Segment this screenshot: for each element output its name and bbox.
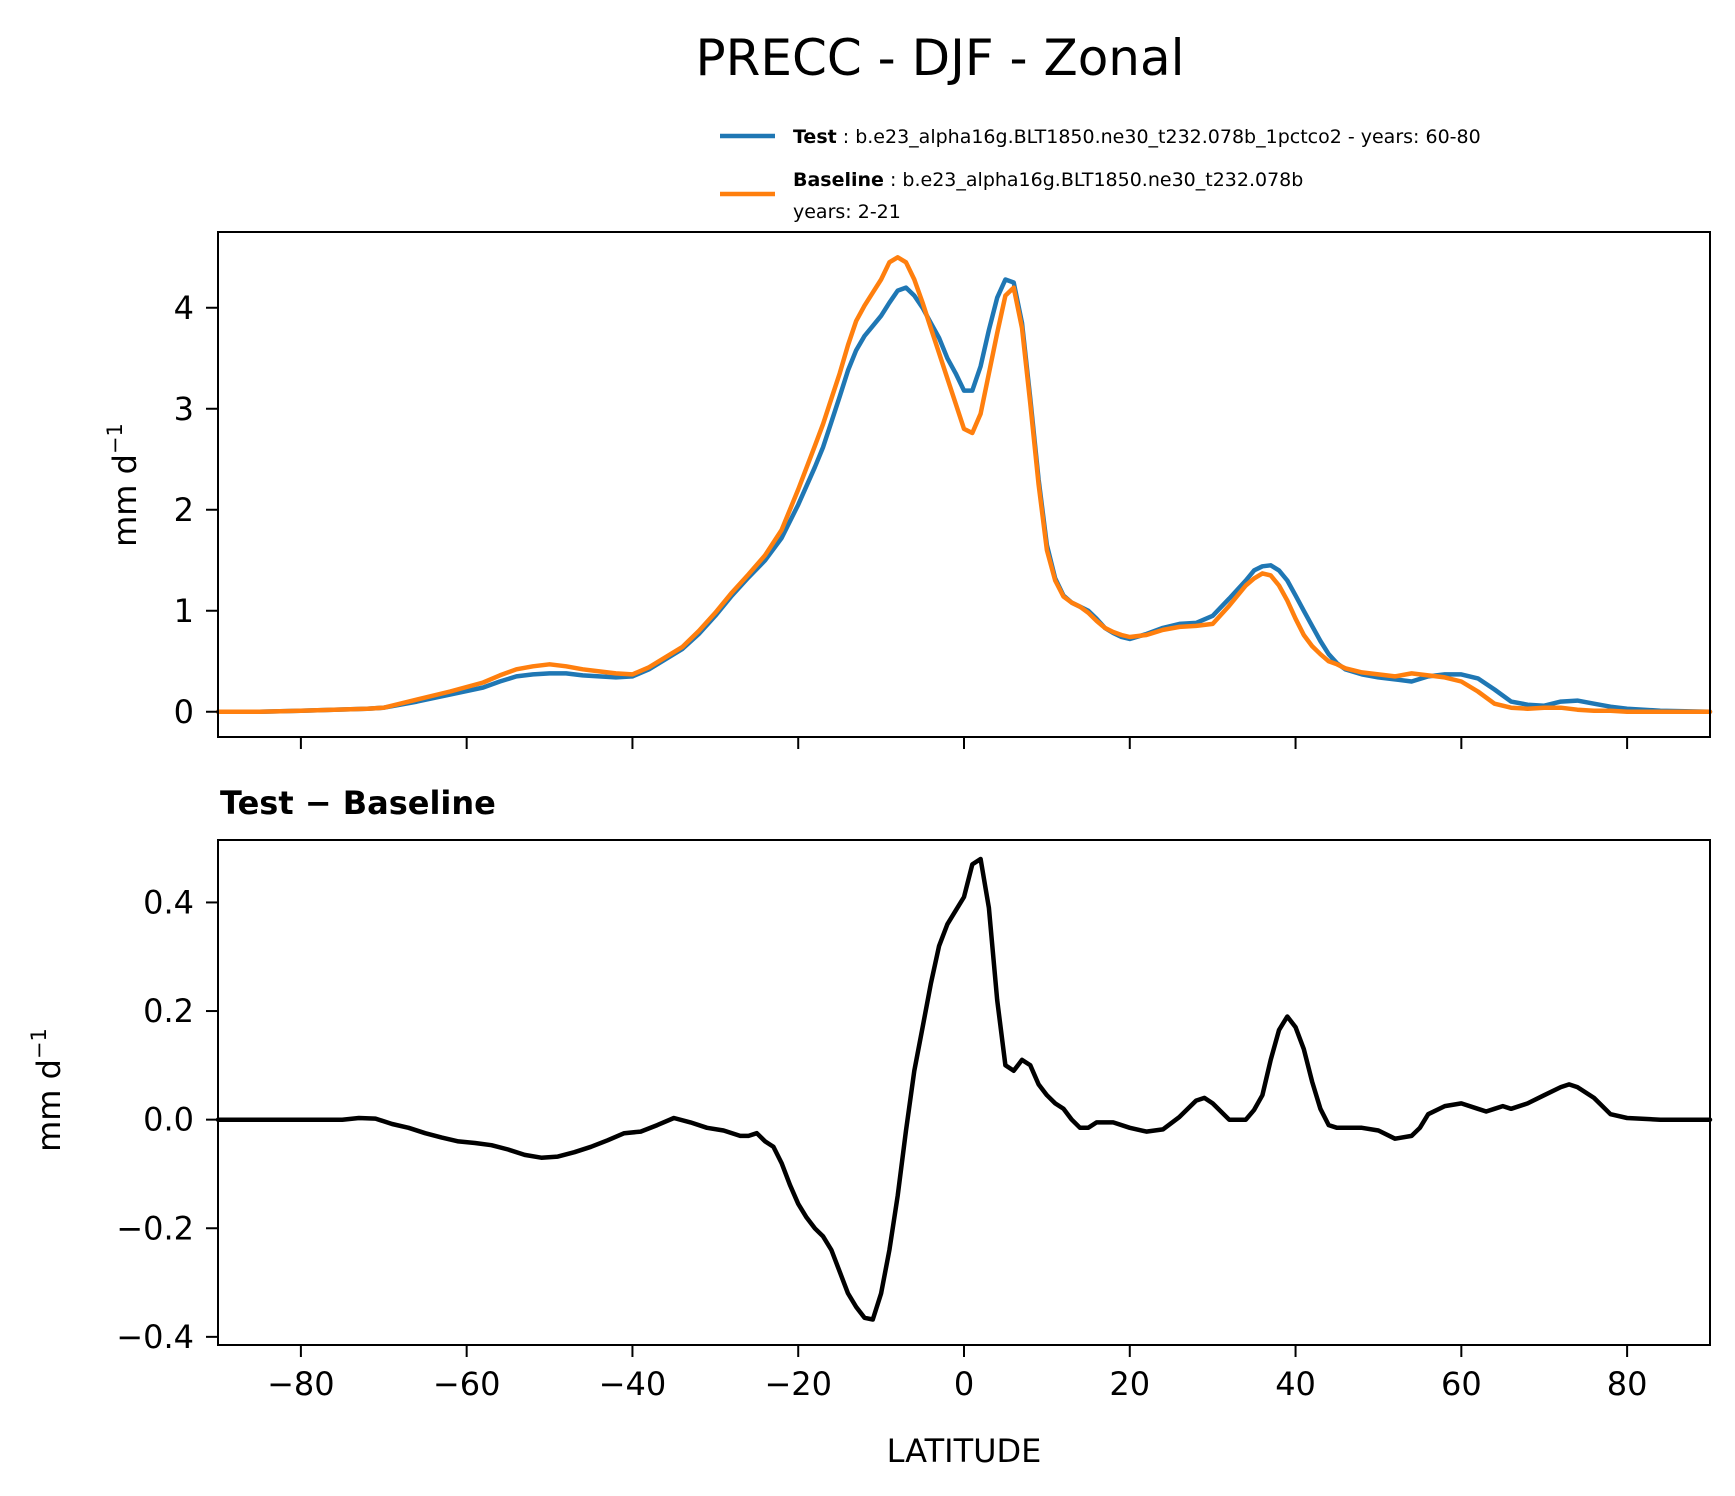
top-x-ticks <box>299 737 1629 749</box>
bottom-y-ticks: −0.4 −0.2 0.0 0.2 0.4 <box>116 883 218 1356</box>
top-series-line-baseline <box>215 255 1713 715</box>
legend-label-baseline-years: years: 2-21 <box>793 201 901 223</box>
bottom-x-tick-label: 80 <box>1607 1365 1648 1403</box>
legend-label-baseline-details: : b.e23_alpha16g.BLT1850.ne30_t232.078b <box>890 169 1303 191</box>
bottom-x-tick-label: 40 <box>1275 1365 1316 1403</box>
bottom-x-tick-label: 20 <box>1109 1365 1150 1403</box>
top-y-tick-label: 4 <box>174 289 194 327</box>
top-y-tick-label: 0 <box>174 693 194 731</box>
chart-title: PRECC - DJF - Zonal <box>695 29 1184 87</box>
bottom-y-tick-label: 0.0 <box>143 1101 194 1139</box>
legend-label-baseline: Baseline : b.e23_alpha16g.BLT1850.ne30_t… <box>793 169 1303 191</box>
bottom-series-group <box>215 856 1713 1322</box>
bottom-y-axis-label: mm d−1 <box>27 1028 68 1152</box>
bottom-y-tick-label: 0.4 <box>143 883 194 921</box>
legend: Test : b.e23_alpha16g.BLT1850.ne30_t232.… <box>720 126 1481 223</box>
top-plot-frame <box>217 231 1711 738</box>
top-y-axis-label-unit: mm d <box>106 454 144 547</box>
bottom-plot-frame <box>217 839 1711 1346</box>
top-y-tick-label: 3 <box>174 390 194 428</box>
top-y-ticks: 0 1 2 3 4 <box>174 289 218 731</box>
x-axis-label: LATITUDE <box>887 1432 1042 1470</box>
bottom-x-tick-label: −60 <box>433 1365 501 1403</box>
bottom-x-tick-label: −20 <box>764 1365 832 1403</box>
bottom-y-tick-label: −0.2 <box>116 1209 194 1247</box>
bottom-x-ticks: −80 −60 −40 −20 0 20 40 60 80 <box>267 1345 1647 1403</box>
bottom-y-tick-label: 0.2 <box>143 992 194 1030</box>
bottom-panel: Test − Baseline −80 −60 −40 −20 0 20 40 60 80 −0… <box>27 784 1713 1470</box>
bottom-y-axis-label-unit: mm d <box>30 1059 68 1152</box>
top-y-tick-label: 2 <box>174 491 194 529</box>
bottom-y-tick-label: −0.4 <box>116 1318 194 1356</box>
legend-label-test-name: Test <box>793 126 837 148</box>
legend-label-test: Test : b.e23_alpha16g.BLT1850.ne30_t232.… <box>793 126 1481 148</box>
legend-label-test-details: : b.e23_alpha16g.BLT1850.ne30_t232.078b_… <box>843 126 1481 148</box>
top-y-tick-label: 1 <box>174 592 194 630</box>
bottom-x-tick-label: 60 <box>1441 1365 1482 1403</box>
top-y-axis-label-exponent: −1 <box>103 423 127 454</box>
top-series-group <box>215 255 1713 715</box>
bottom-x-tick-label: 0 <box>954 1365 974 1403</box>
bottom-x-tick-label: −80 <box>267 1365 335 1403</box>
bottom-y-axis-label-exponent: −1 <box>27 1028 51 1059</box>
top-panel: 0 1 2 3 4 mm d−1 <box>103 231 1713 749</box>
top-y-axis-label: mm d−1 <box>103 423 144 547</box>
bottom-series-line-test-baseline <box>215 856 1713 1322</box>
legend-label-baseline-name: Baseline <box>793 169 884 191</box>
bottom-panel-title: Test − Baseline <box>220 784 496 822</box>
bottom-x-tick-label: −40 <box>599 1365 667 1403</box>
